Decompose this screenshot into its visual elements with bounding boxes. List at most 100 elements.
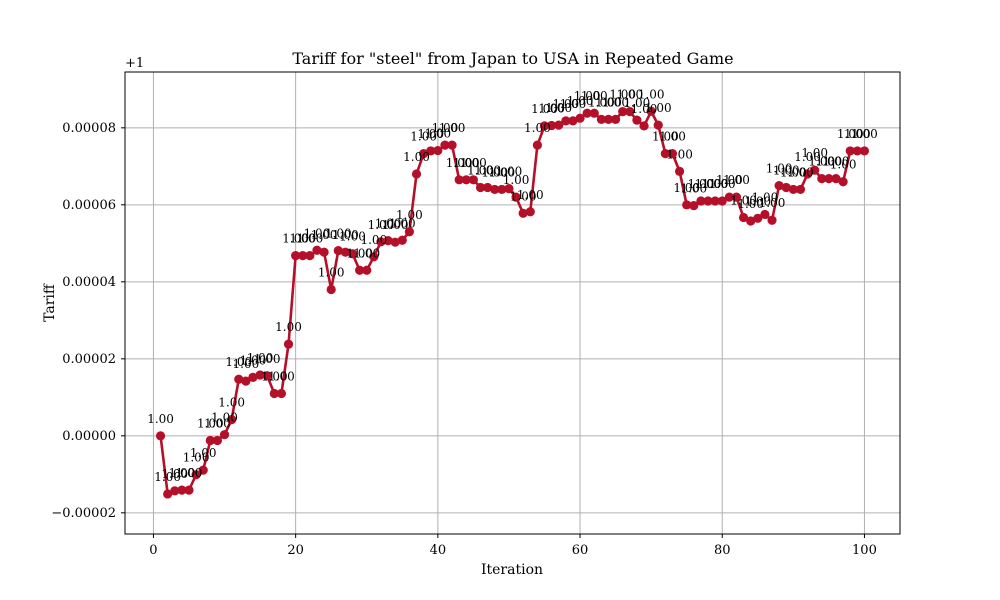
data-point-label: 1.00 [488,165,515,179]
data-point-label: 1.00 [730,194,757,208]
data-point-label: 1.00 [602,95,629,109]
data-point [859,146,870,156]
data-point-label: 1.00 [702,177,729,191]
data-point-label: 1.00 [382,218,409,232]
data-point [802,169,813,179]
data-point-label: 1.00 [240,353,267,367]
data-point [561,116,571,126]
data-point [852,146,862,156]
data-point [298,251,308,261]
data-point [205,435,215,446]
data-point-label: 1.00 [851,127,878,141]
data-point-label: 1.00 [787,165,814,179]
data-point-label: 1.00 [524,121,551,135]
data-point-label: 1.00 [837,127,864,141]
data-point [696,196,706,206]
data-point-label: 1.00 [481,165,508,179]
data-point-label: 1.00 [460,156,487,170]
data-point [603,114,614,124]
y-axis-label: Tariff [42,283,58,322]
x-tick-label: 20 [287,543,304,558]
data-point-label: 1.00 [673,181,700,195]
data-point [547,120,557,131]
data-point [305,251,315,261]
data-point [845,146,855,156]
data-point-label: 1.00 [289,232,316,246]
data-point [411,169,422,179]
data-point-label: 1.00 [275,320,302,334]
data-point [724,192,734,202]
data-point [767,215,777,225]
data-point [653,120,663,130]
data-point-label: 1.00 [531,102,558,116]
data-point [426,146,436,156]
chart-title: Tariff for "steel" from Japan to USA in … [292,49,733,68]
data-point-label: 1.00 [339,230,366,244]
data-point [838,177,848,187]
data-point [731,192,742,202]
x-tick-label: 40 [430,543,447,558]
data-point [319,247,329,257]
data-labels: 1.001.001.001.001.001.001.001.001.001.00… [147,87,878,484]
data-point [219,430,230,440]
data-point [291,251,301,261]
data-point [717,196,727,206]
data-point-label: 1.00 [190,446,217,460]
data-point [227,415,237,425]
data-point-label: 1.00 [503,173,530,187]
data-point [746,216,756,226]
data-point-label: 1.00 [588,95,615,109]
data-point-label: 1.00 [346,246,373,260]
data-point [810,165,820,175]
data-point [532,140,542,150]
data-point-label: 1.00 [169,466,196,480]
y-tick-label: 0.00002 [62,352,116,367]
data-point-label: 1.00 [225,355,252,369]
data-point-label: 1.00 [439,121,466,135]
data-point [817,174,827,184]
data-point [753,213,763,223]
data-point-label: 1.00 [823,155,850,169]
data-point-label: 1.00 [560,97,587,111]
data-point [703,196,713,206]
data-point-label: 1.00 [297,232,324,246]
data-point-label: 1.00 [808,155,835,169]
y-tick-label: 0.00006 [62,198,116,213]
data-point-label: 1.00 [396,208,423,222]
data-point [497,184,507,195]
data-point-label: 1.00 [666,147,693,161]
data-point [582,108,592,118]
data-point [639,121,649,131]
data-point [163,489,173,499]
data-point-label: 1.00 [773,164,800,178]
data-point [504,184,514,194]
data-point-label: 1.00 [467,164,494,178]
data-point [283,339,294,349]
data-point-label: 1.00 [254,352,281,366]
data-point [618,107,628,117]
data-point-label: 1.00 [659,130,686,144]
data-point [170,486,180,496]
data-point-label: 1.00 [695,177,722,191]
data-point-label: 1.00 [197,416,224,430]
data-point [539,121,550,131]
data-point-label: 1.00 [233,357,260,371]
data-point [312,245,322,255]
data-point-label: 1.00 [204,416,231,430]
data-point [397,235,407,245]
data-point-label: 1.00 [688,177,715,191]
data-point-label: 1.00 [780,165,807,179]
data-point-label: 1.00 [723,173,750,187]
data-point-label: 1.00 [247,351,274,365]
data-point-label: 1.00 [716,173,743,187]
data-point [468,175,478,185]
data-point-label: 1.00 [353,246,380,260]
data-point-label: 1.00 [766,162,793,176]
data-point [376,237,386,247]
data-point [155,431,166,441]
data-point [276,388,287,399]
data-point-label: 1.00 [609,88,636,102]
data-point [490,184,500,195]
data-point [795,184,806,195]
data-point-label: 1.00 [638,87,665,101]
